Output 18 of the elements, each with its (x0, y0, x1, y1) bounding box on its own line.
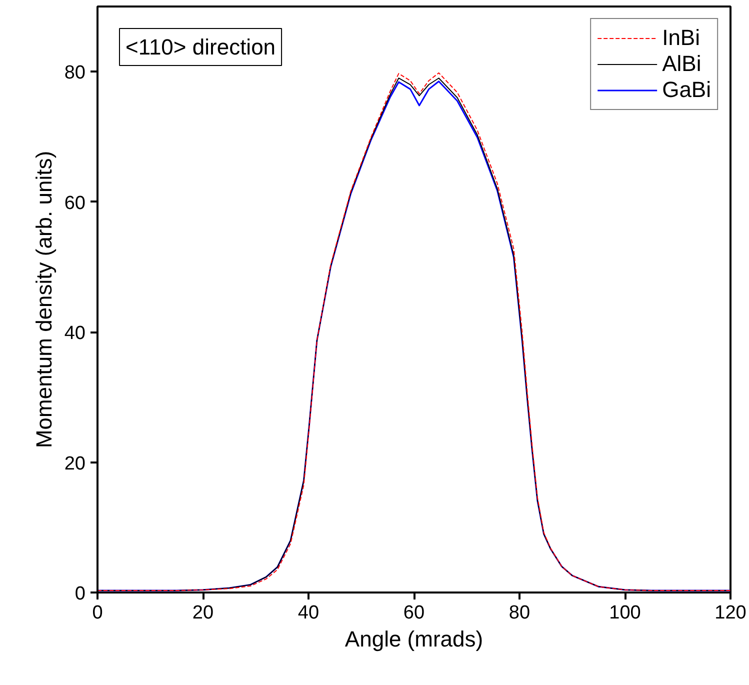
y-tick-label: 0 (74, 584, 86, 604)
x-tick-label: 100 (609, 602, 641, 624)
legend-label: InBi (662, 25, 700, 51)
y-tick-label: 60 (64, 192, 86, 214)
y-tick-label: 40 (64, 323, 86, 344)
legend-label: AlBi (662, 51, 702, 77)
x-tick-label: 120 (714, 602, 746, 624)
x-tick-label: 80 (508, 602, 530, 624)
annotation: <110> direction (126, 34, 276, 60)
x-tick-label: 40 (298, 602, 320, 624)
x-axis-title: Angle (mrads) (344, 626, 484, 652)
y-tick-label: 80 (64, 62, 86, 84)
y-tick-label: 20 (64, 453, 86, 474)
y-axis-title: Momentum density (arb. units) (31, 150, 56, 448)
x-tick-label: 0 (92, 602, 103, 624)
x-tick-label: 20 (192, 602, 214, 624)
legend-label: GaBi (662, 77, 711, 103)
x-tick-label: 60 (403, 602, 425, 624)
